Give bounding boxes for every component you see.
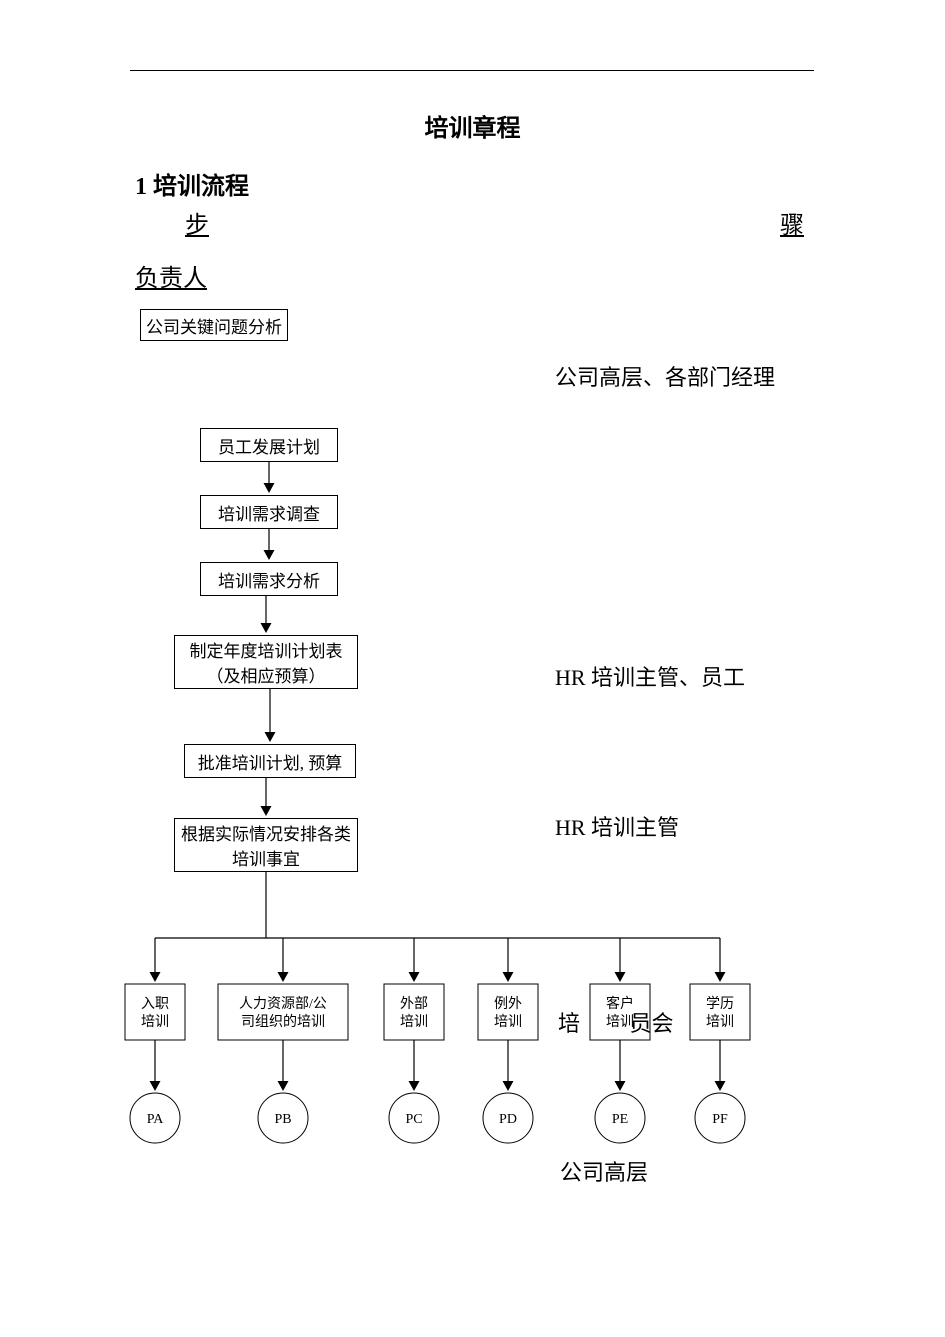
branch-code: PC — [405, 1112, 422, 1127]
branch-node — [478, 984, 538, 1040]
branch-node — [384, 984, 444, 1040]
branch-node — [690, 984, 750, 1040]
branch-code: PF — [712, 1112, 728, 1127]
branch-label: 培训 — [141, 1014, 169, 1030]
branch-code: PD — [499, 1112, 517, 1127]
branch-label: 培训 — [494, 1014, 522, 1030]
branch-label: 人力资源部/公 — [239, 996, 327, 1012]
branch-label: 例外 — [494, 996, 522, 1012]
overlay-text: 培 员会 — [558, 1006, 674, 1038]
document-page: 培训章程 1 培训流程 步 骤 负责人 公司关键问题分析员工发展计划培训需求调查… — [0, 0, 945, 1337]
branch-label: 入职 — [141, 997, 169, 1012]
branch-label: 外部 — [400, 996, 428, 1012]
flowchart-svg: 入职培训PA人力资源部/公司组织的培训PB外部培训PC例外培训PD客户培训PE学… — [0, 0, 945, 1337]
branch-label: 司组织的培训 — [241, 1014, 325, 1030]
branch-node — [218, 984, 348, 1040]
branch-code: PE — [612, 1112, 628, 1127]
branch-node — [125, 984, 185, 1040]
branch-label: 学历 — [706, 996, 734, 1012]
branch-code: PB — [274, 1112, 291, 1127]
branch-label: 培训 — [706, 1014, 734, 1030]
branch-code: PA — [147, 1112, 165, 1127]
branch-label: 培训 — [400, 1014, 428, 1030]
